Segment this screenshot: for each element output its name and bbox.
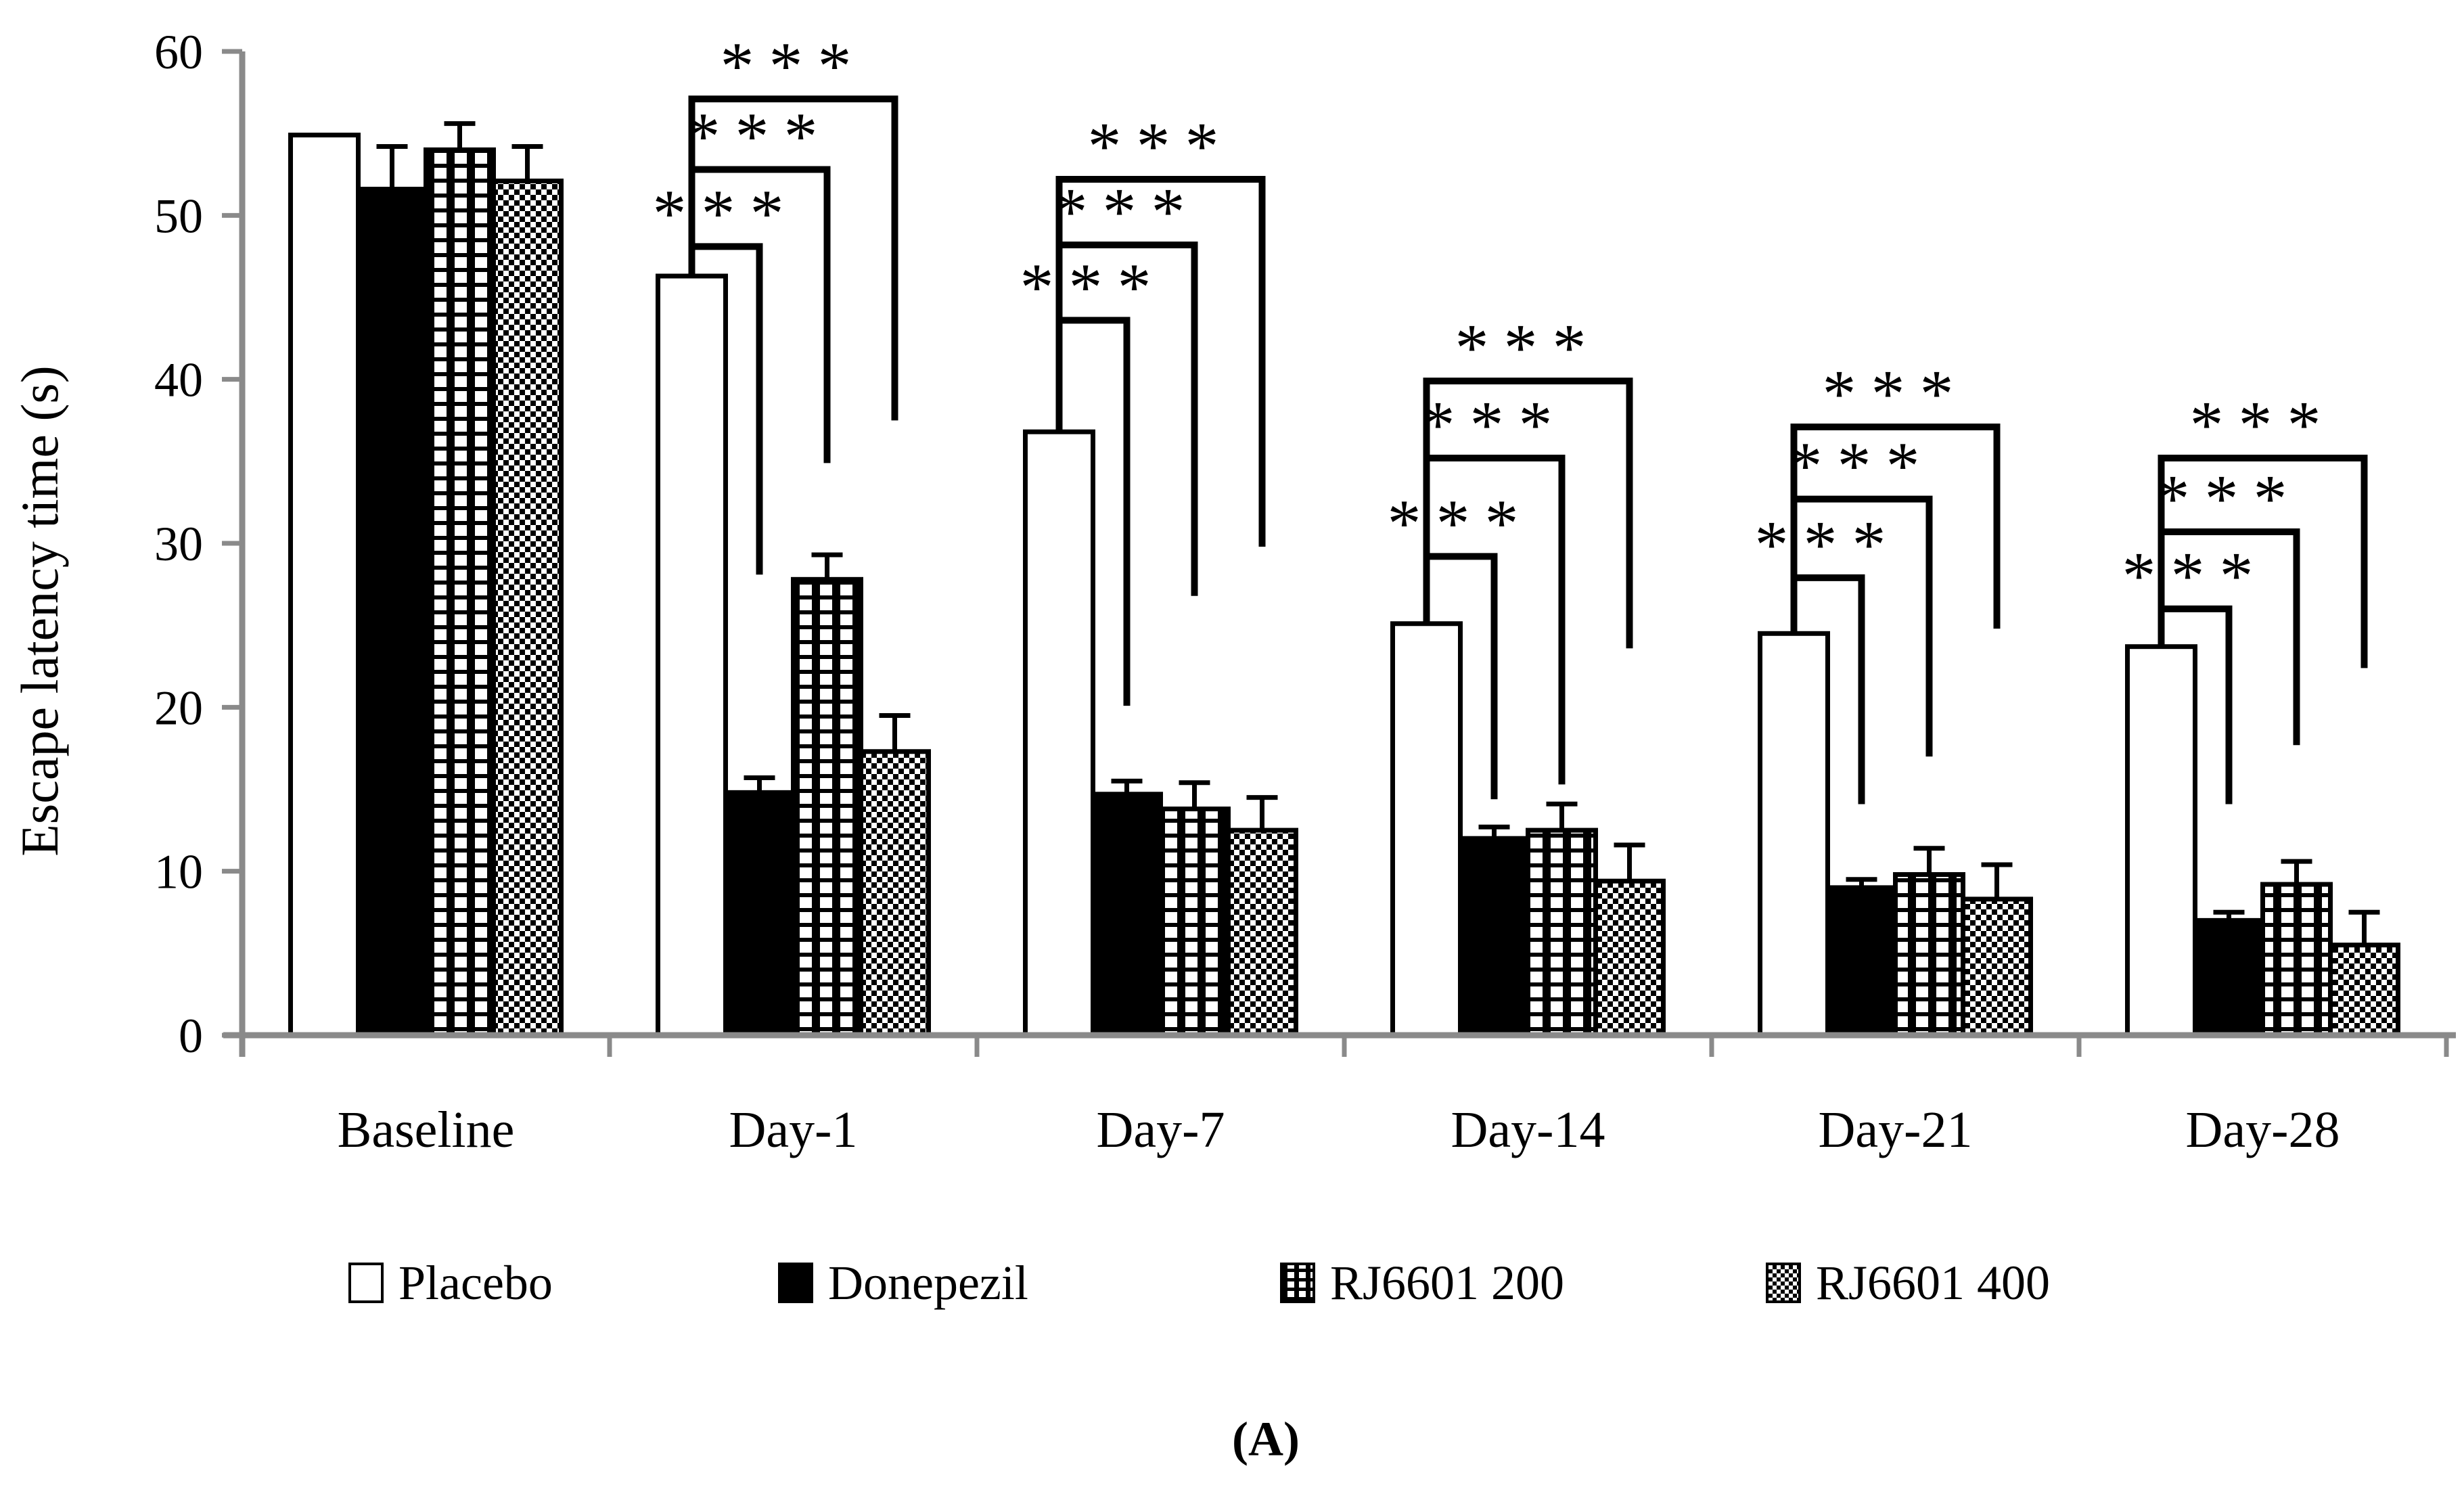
legend-swatch-placebo-icon [348,1263,384,1303]
legend-swatch-donepezil-icon [778,1263,813,1303]
legend-label-rj6601-200: RJ6601 200 [1330,1255,1565,1310]
svg-text:***: *** [653,175,799,250]
svg-text:Day-28: Day-28 [2186,1102,2340,1158]
svg-text:Day-14: Day-14 [1451,1102,1605,1158]
svg-text:***: *** [1755,507,1901,582]
svg-text:Day-1: Day-1 [729,1102,858,1158]
svg-text:60: 60 [154,25,203,79]
svg-text:***: *** [1823,356,1969,431]
svg-text:***: *** [1088,108,1234,183]
svg-text:Baseline: Baseline [338,1102,515,1158]
svg-text:***: *** [1388,485,1534,560]
svg-text:Day-7: Day-7 [1097,1102,1225,1158]
svg-text:50: 50 [154,189,203,243]
svg-text:***: *** [2190,387,2336,462]
svg-text:***: *** [1054,174,1200,249]
legend-item-donepezil: Donepezil [778,1256,1028,1310]
legend-label-donepezil: Donepezil [828,1255,1028,1310]
legend-swatch-rj6601-400-icon [1766,1263,1801,1303]
svg-text:***: *** [1789,428,1935,503]
svg-text:***: *** [1455,310,1601,385]
svg-text:Day-21: Day-21 [1819,1102,1973,1158]
legend-item-rj6601-200: RJ6601 200 [1280,1256,1564,1310]
svg-text:***: *** [1421,387,1568,462]
svg-text:***: *** [721,28,867,103]
svg-text:20: 20 [154,681,203,735]
legend-label-rj6601-400: RJ6601 400 [1816,1255,2051,1310]
svg-text:***: *** [1020,249,1166,324]
legend-label-placebo: Placebo [398,1255,553,1310]
svg-text:***: *** [2156,461,2302,536]
svg-text:***: *** [2122,538,2268,613]
svg-text:***: *** [687,98,833,173]
legend-item-rj6601-400: RJ6601 400 [1766,1256,2050,1310]
legend-item-placebo: Placebo [348,1256,553,1310]
legend-swatch-rj6601-200-icon [1280,1263,1315,1303]
svg-text:40: 40 [154,353,203,407]
svg-text:0: 0 [179,1009,203,1063]
svg-text:30: 30 [154,517,203,571]
svg-text:Escape latency time (s): Escape latency time (s) [10,365,69,857]
figure-caption: (A) [1232,1412,1300,1466]
svg-text:10: 10 [154,845,203,899]
